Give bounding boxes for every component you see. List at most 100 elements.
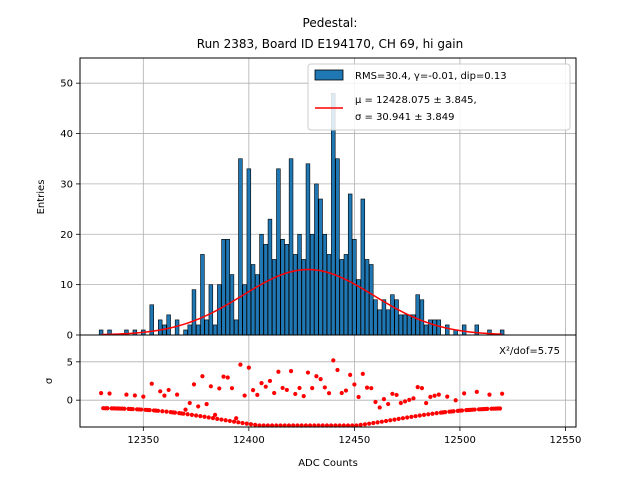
residual-point — [189, 412, 194, 417]
residual-point — [155, 408, 161, 413]
residual-point — [253, 422, 258, 427]
residual-point — [160, 409, 165, 414]
residual-point — [162, 393, 167, 398]
residual-point — [221, 374, 226, 379]
legend-fit-label-line1: μ = 12428.075 ± 3.845, — [355, 95, 477, 106]
residual-point — [297, 385, 302, 391]
residual-point — [217, 386, 222, 391]
residual-point — [367, 421, 372, 426]
residual-point — [326, 391, 332, 396]
histogram-bar — [402, 314, 408, 336]
residual-point — [462, 391, 467, 396]
residual-point — [318, 377, 323, 382]
histogram-bar — [343, 254, 349, 336]
residuals-panel: 05 12350 12400 12450 12500 12550 X²/dof=5.75… — [44, 334, 581, 469]
residual-point — [181, 411, 186, 416]
histogram-bar — [271, 259, 277, 336]
residual-point — [223, 418, 228, 423]
residual-point — [413, 414, 418, 419]
residual-point — [411, 396, 416, 401]
histogram-bar — [276, 168, 281, 336]
residual-point — [383, 418, 389, 424]
residual-point — [373, 399, 378, 405]
histogram-bar — [174, 319, 180, 336]
residual-point — [379, 419, 384, 424]
histogram-bar — [301, 259, 306, 336]
residual-y-tick-label: 0 — [67, 396, 73, 407]
residual-point — [487, 392, 492, 397]
histogram-bar — [339, 259, 344, 336]
residual-point — [231, 419, 237, 424]
histogram-bar — [407, 314, 412, 336]
legend-histogram-swatch — [314, 69, 344, 81]
residual-point — [210, 416, 216, 421]
histogram-bar — [390, 294, 395, 336]
histogram-bar — [360, 198, 366, 336]
residual-point — [331, 358, 336, 363]
residual-point — [497, 406, 503, 411]
residual-point — [124, 392, 129, 397]
histogram-bar — [238, 158, 243, 336]
residual-point — [335, 367, 340, 373]
x-axis-ticks: 12350 12400 12450 12500 12550 — [127, 427, 581, 446]
residual-point — [419, 386, 425, 391]
histogram-bar — [288, 158, 294, 336]
residual-point — [172, 410, 178, 415]
residual-point — [451, 409, 456, 414]
residual-point — [255, 392, 260, 397]
residual-point — [343, 388, 349, 393]
residual-point — [141, 394, 146, 399]
residual-point — [246, 365, 251, 370]
residual-point — [191, 382, 197, 387]
y-tick-label: 0 — [67, 331, 73, 342]
y-axis-label: Entries — [36, 180, 47, 215]
histogram-bar — [191, 289, 197, 336]
histogram-bar — [233, 319, 239, 336]
histogram-bar — [423, 324, 429, 336]
residual-point — [206, 415, 211, 420]
histogram-bar — [250, 264, 256, 336]
histogram-bars — [98, 92, 505, 336]
histogram-bar — [461, 324, 467, 336]
histogram-bar — [195, 324, 201, 336]
histogram-bar — [166, 314, 171, 336]
residual-point — [267, 378, 273, 384]
residual-point — [428, 394, 433, 399]
residual-point — [398, 400, 403, 406]
residual-point — [185, 412, 190, 417]
residual-point — [244, 421, 249, 426]
residual-point — [453, 398, 458, 403]
residual-point — [474, 389, 479, 394]
histogram-bar — [212, 324, 218, 336]
residual-point — [364, 385, 370, 390]
chart-subtitle: Run 2383, Board ID E194170, CH 69, hi ga… — [197, 37, 463, 51]
residual-point — [236, 420, 241, 425]
residual-point — [276, 369, 281, 374]
residual-point — [485, 406, 490, 412]
y-tick-label: 10 — [60, 280, 73, 291]
residual-point — [248, 422, 254, 427]
residual-point — [402, 399, 408, 404]
residual-point — [158, 389, 163, 394]
x-tick-label: 12550 — [550, 435, 582, 446]
residual-point — [348, 372, 353, 378]
histogram-bar — [208, 284, 214, 336]
residual-point — [250, 388, 256, 393]
residual-point — [284, 387, 289, 393]
residual-point — [240, 420, 245, 426]
x-tick-label: 12350 — [127, 435, 159, 446]
residuals-frame — [79, 334, 577, 428]
histogram-bar — [436, 319, 442, 336]
histogram-bar — [305, 163, 311, 336]
histogram-bar — [280, 239, 285, 336]
residual-point — [417, 413, 422, 418]
legend: RMS=30.4, γ=-0.01, dip=0.13 μ = 12428.07… — [307, 63, 571, 131]
residual-point — [187, 400, 192, 406]
histogram-bar — [326, 254, 332, 336]
histogram-bar — [373, 299, 378, 336]
y-tick-label: 40 — [60, 129, 73, 140]
residual-point — [280, 385, 285, 391]
residual-point — [196, 404, 201, 409]
residual-point — [409, 414, 414, 419]
y-tick-label: 50 — [60, 79, 73, 90]
